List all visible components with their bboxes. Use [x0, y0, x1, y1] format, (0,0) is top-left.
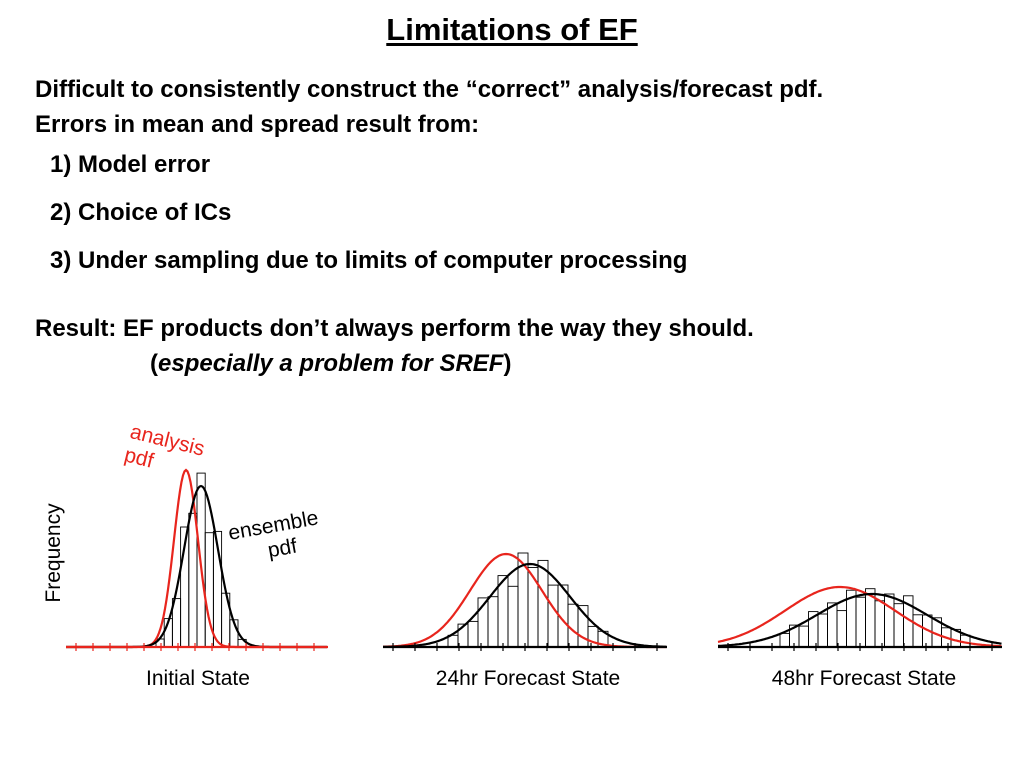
pdf-evolution-figure: Frequency analysis pdf ensemble pdf Init…: [42, 420, 1002, 690]
histogram-bar: [884, 593, 895, 648]
histogram-bar: [836, 610, 847, 648]
histogram-bar: [527, 567, 539, 648]
histogram-bar: [467, 620, 479, 648]
frequency-axis-label: Frequency: [42, 503, 65, 603]
result-paren-open: (: [150, 350, 158, 377]
histogram-bar: [912, 614, 923, 648]
result-line: Result: EF products don’t always perform…: [35, 315, 754, 342]
histogram-bar: [798, 625, 809, 648]
result-note: especially a problem for SREF: [158, 350, 504, 377]
result-note-line: (especially a problem for SREF): [150, 350, 511, 378]
histogram-bar: [827, 602, 838, 648]
histogram-bar: [507, 585, 519, 648]
result-paren-close: ): [503, 350, 512, 377]
ensemble-pdf-curve-24hr: [383, 562, 667, 648]
intro-line-2: Errors in mean and spread result from:: [35, 111, 480, 138]
intro-line-1: Difficult to consistently construct the …: [35, 76, 824, 103]
panel-caption-24hr: 24hr Forecast State: [436, 667, 620, 690]
histogram-bar: [188, 512, 198, 648]
histogram-bar: [547, 584, 559, 648]
histogram-bar: [487, 596, 499, 648]
slide-title: Limitations of EF: [386, 12, 638, 47]
analysis-pdf-curve-48hr: [717, 585, 1002, 648]
ensemble-pdf-curve-48hr: [718, 592, 1002, 647]
histogram-bar: [874, 600, 885, 648]
histogram-bar: [855, 596, 866, 648]
panel-caption-initial: Initial State: [146, 667, 250, 690]
ensemble-pdf-curve-initial: [66, 484, 327, 649]
analysis-pdf-curve-24hr: [383, 552, 667, 649]
ensemble-pdf-label-line2: pdf: [266, 535, 299, 563]
histogram-bar: [817, 613, 828, 648]
histogram-bar: [537, 559, 549, 648]
histogram-bar: [567, 603, 579, 648]
list-item-under-sampling: 3) Under sampling due to limits of compu…: [50, 247, 688, 274]
list-item-choice-of-ics: 2) Choice of ICs: [50, 199, 232, 226]
panel-caption-48hr: 48hr Forecast State: [772, 667, 956, 690]
histogram-bar: [779, 632, 790, 648]
list-item-model-error: 1) Model error: [50, 151, 211, 178]
